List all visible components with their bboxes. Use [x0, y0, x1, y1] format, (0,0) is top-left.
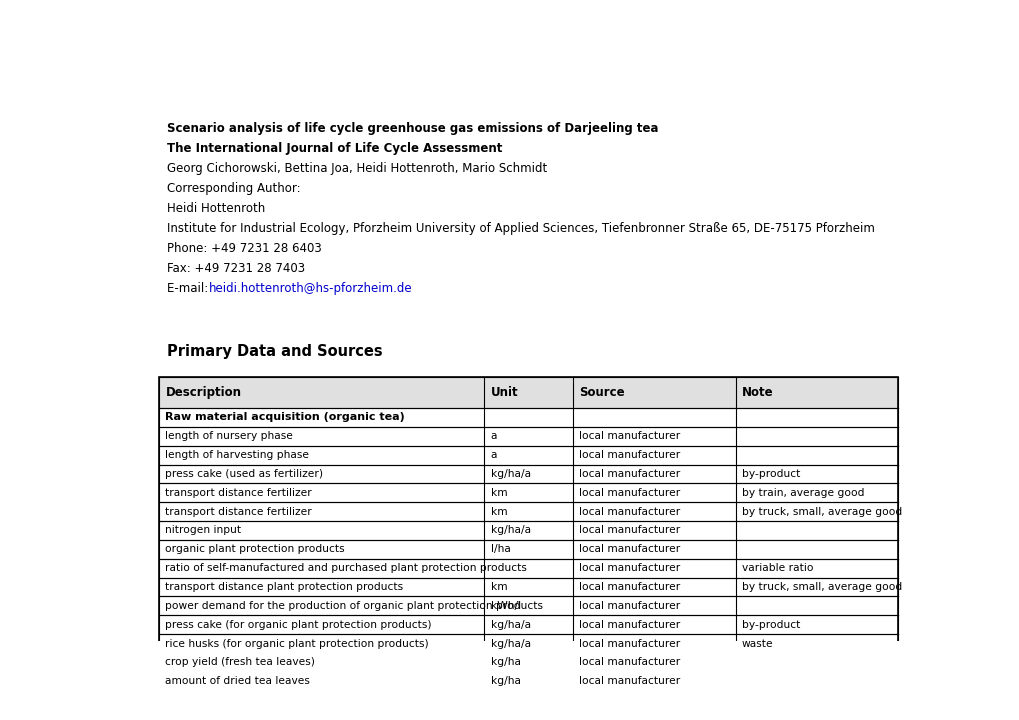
Text: by truck, small, average good: by truck, small, average good	[741, 582, 902, 592]
Text: local manufacturer: local manufacturer	[579, 469, 680, 479]
Text: local manufacturer: local manufacturer	[579, 431, 680, 441]
Bar	[159, 377, 898, 408]
Text: by-product: by-product	[741, 469, 800, 479]
Text: local manufacturer: local manufacturer	[579, 544, 680, 554]
Text: l/ha: l/ha	[490, 544, 511, 554]
Text: kg/ha: kg/ha	[490, 676, 520, 686]
Text: Unit: Unit	[490, 386, 518, 399]
Text: kg/ha/a: kg/ha/a	[490, 526, 530, 536]
Text: kg/ha: kg/ha	[490, 657, 520, 667]
Text: Note: Note	[741, 386, 772, 399]
Text: local manufacturer: local manufacturer	[579, 601, 680, 611]
Text: amount of dried tea leaves: amount of dried tea leaves	[165, 676, 310, 686]
Text: Source: Source	[579, 386, 625, 399]
Text: local manufacturer: local manufacturer	[579, 563, 680, 573]
Text: press cake (used as fertilizer): press cake (used as fertilizer)	[165, 469, 323, 479]
Text: kWh/l: kWh/l	[490, 601, 521, 611]
Bar	[159, 577, 898, 596]
Text: ratio of self-manufactured and purchased plant protection products: ratio of self-manufactured and purchased…	[165, 563, 527, 573]
Text: local manufacturer: local manufacturer	[579, 526, 680, 536]
Bar	[159, 503, 898, 521]
Text: kg/ha/a: kg/ha/a	[490, 639, 530, 649]
Bar	[159, 464, 898, 483]
Bar	[159, 540, 898, 559]
Text: length of harvesting phase: length of harvesting phase	[165, 450, 309, 460]
Text: Corresponding Author:: Corresponding Author:	[167, 182, 301, 195]
Text: Georg Cichorowski, Bettina Joa, Heidi Hottenroth, Mario Schmidt: Georg Cichorowski, Bettina Joa, Heidi Ho…	[167, 162, 547, 176]
Bar	[159, 427, 898, 446]
Text: heidi.hottenroth@hs-pforzheim.de: heidi.hottenroth@hs-pforzheim.de	[209, 282, 412, 295]
Text: local manufacturer: local manufacturer	[579, 639, 680, 649]
Text: km: km	[490, 582, 506, 592]
Text: Heidi Hottenroth: Heidi Hottenroth	[167, 202, 265, 215]
Text: press cake (for organic plant protection products): press cake (for organic plant protection…	[165, 620, 431, 630]
Text: nitrogen input: nitrogen input	[165, 526, 242, 536]
Text: Phone: +49 7231 28 6403: Phone: +49 7231 28 6403	[167, 242, 321, 255]
Text: kg/ha/a: kg/ha/a	[490, 620, 530, 630]
Text: local manufacturer: local manufacturer	[579, 620, 680, 630]
Text: a: a	[490, 450, 496, 460]
Text: Institute for Industrial Ecology, Pforzheim University of Applied Sciences, Tief: Institute for Industrial Ecology, Pforzh…	[167, 222, 874, 235]
Bar	[159, 672, 898, 690]
Bar	[159, 596, 898, 616]
Bar	[159, 446, 898, 464]
Text: local manufacturer: local manufacturer	[579, 487, 680, 498]
Text: km: km	[490, 507, 506, 517]
Bar	[159, 483, 898, 503]
Bar	[159, 653, 898, 672]
Text: kg/ha/a: kg/ha/a	[490, 469, 530, 479]
Text: local manufacturer: local manufacturer	[579, 582, 680, 592]
Text: km: km	[490, 487, 506, 498]
Bar	[159, 616, 898, 634]
Text: rice husks (for organic plant protection products): rice husks (for organic plant protection…	[165, 639, 429, 649]
Text: local manufacturer: local manufacturer	[579, 676, 680, 686]
Text: transport distance fertilizer: transport distance fertilizer	[165, 507, 312, 517]
Text: by train, average good: by train, average good	[741, 487, 864, 498]
Text: Raw material acquisition (organic tea): Raw material acquisition (organic tea)	[165, 413, 405, 423]
Text: local manufacturer: local manufacturer	[579, 507, 680, 517]
Text: organic plant protection products: organic plant protection products	[165, 544, 344, 554]
Text: local manufacturer: local manufacturer	[579, 657, 680, 667]
Bar	[159, 377, 898, 690]
Text: waste: waste	[741, 639, 772, 649]
Text: by-product: by-product	[741, 620, 800, 630]
Text: transport distance plant protection products: transport distance plant protection prod…	[165, 582, 404, 592]
Text: length of nursery phase: length of nursery phase	[165, 431, 293, 441]
Text: Fax: +49 7231 28 7403: Fax: +49 7231 28 7403	[167, 262, 305, 275]
Text: local manufacturer: local manufacturer	[579, 450, 680, 460]
Text: crop yield (fresh tea leaves): crop yield (fresh tea leaves)	[165, 657, 315, 667]
Text: The International Journal of Life Cycle Assessment: The International Journal of Life Cycle …	[167, 143, 502, 156]
Bar	[159, 408, 898, 427]
Text: power demand for the production of organic plant protection products: power demand for the production of organ…	[165, 601, 543, 611]
Text: E-mail:: E-mail:	[167, 282, 212, 295]
Text: by truck, small, average good: by truck, small, average good	[741, 507, 902, 517]
Text: transport distance fertilizer: transport distance fertilizer	[165, 487, 312, 498]
Text: Scenario analysis of life cycle greenhouse gas emissions of Darjeeling tea: Scenario analysis of life cycle greenhou…	[167, 122, 658, 135]
Bar	[159, 559, 898, 577]
Text: Description: Description	[165, 386, 242, 399]
Bar	[159, 521, 898, 540]
Bar	[159, 634, 898, 653]
Text: variable ratio: variable ratio	[741, 563, 813, 573]
Text: a: a	[490, 431, 496, 441]
Text: Primary Data and Sources: Primary Data and Sources	[167, 344, 382, 359]
